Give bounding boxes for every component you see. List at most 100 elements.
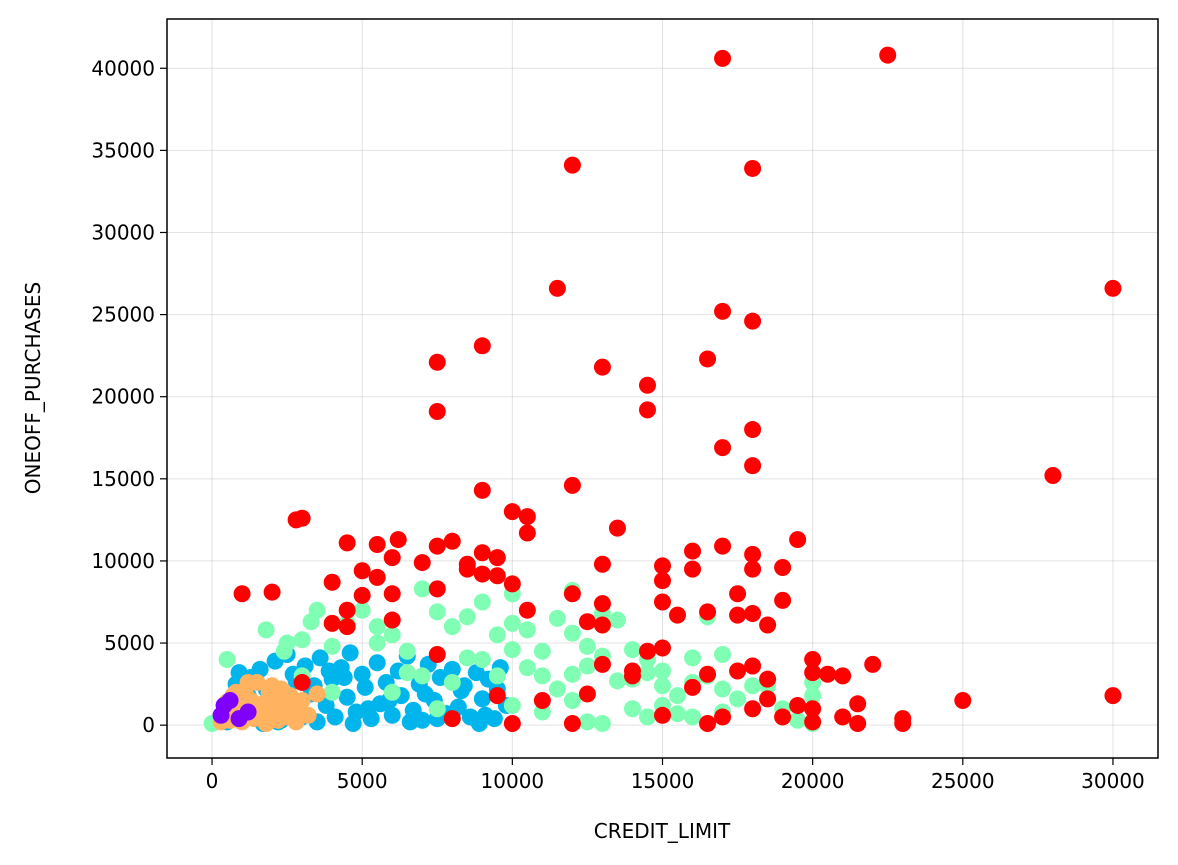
data-point — [323, 637, 341, 655]
data-point — [293, 673, 311, 691]
data-point — [954, 692, 972, 710]
data-point — [293, 509, 311, 527]
x-tick-label: 10000 — [481, 769, 545, 793]
data-point — [654, 572, 671, 590]
data-point — [563, 715, 581, 733]
y-tick-label: 15000 — [91, 467, 155, 491]
y-tick-label: 25000 — [91, 303, 155, 327]
data-point — [368, 568, 386, 586]
data-point — [819, 665, 837, 683]
data-point — [239, 673, 257, 691]
data-point — [744, 560, 762, 578]
data-point — [488, 567, 506, 585]
data-point — [714, 708, 732, 726]
data-point — [548, 609, 566, 627]
data-point — [443, 710, 461, 728]
y-axis-title: ONEOFF_PURCHASES — [21, 282, 45, 494]
data-point — [317, 696, 335, 714]
data-point — [428, 603, 446, 621]
data-point — [759, 670, 777, 688]
data-point — [503, 503, 521, 521]
data-point — [299, 706, 317, 724]
data-point — [638, 401, 656, 419]
data-point — [804, 713, 822, 731]
data-point — [834, 708, 852, 726]
data-point — [239, 703, 257, 721]
data-point — [638, 708, 656, 726]
x-tick-label: 15000 — [631, 769, 695, 793]
data-point — [428, 537, 446, 555]
data-point — [744, 545, 762, 563]
data-point — [578, 713, 596, 731]
x-tick-label: 30000 — [1081, 769, 1145, 793]
data-point — [416, 685, 434, 703]
x-tick-label: 0 — [206, 769, 219, 793]
data-point — [729, 585, 747, 603]
data-point — [473, 650, 491, 668]
data-point — [518, 524, 536, 542]
data-point — [338, 618, 356, 636]
data-point — [834, 667, 852, 685]
data-point — [263, 677, 281, 695]
data-point — [353, 586, 371, 604]
data-point — [1044, 467, 1062, 485]
data-point — [578, 613, 596, 631]
data-point — [744, 604, 762, 622]
series-4 — [233, 46, 1122, 733]
data-point — [218, 650, 236, 668]
data-point — [654, 677, 671, 695]
data-point — [638, 664, 656, 682]
data-point — [338, 534, 356, 552]
data-point — [804, 700, 822, 718]
data-point — [503, 614, 521, 632]
data-point — [389, 531, 407, 549]
data-point — [413, 554, 431, 572]
data-point — [578, 657, 596, 675]
data-point — [714, 302, 732, 320]
data-point — [533, 642, 551, 660]
data-point — [470, 715, 488, 733]
data-point — [714, 680, 732, 698]
y-tick-label: 40000 — [91, 56, 155, 80]
data-point — [1104, 687, 1122, 705]
data-point — [623, 667, 641, 685]
data-point — [849, 715, 867, 733]
data-point — [774, 591, 792, 609]
data-point — [383, 683, 401, 701]
data-point — [503, 641, 521, 659]
data-point — [714, 439, 732, 457]
data-point — [323, 683, 341, 701]
data-point — [699, 350, 717, 368]
data-point — [458, 649, 476, 667]
data-point — [359, 700, 377, 718]
data-point — [623, 641, 641, 659]
x-tick-label: 20000 — [781, 769, 845, 793]
data-point — [638, 376, 656, 394]
data-point — [699, 715, 717, 733]
data-point — [428, 353, 446, 371]
data-point — [473, 690, 491, 708]
data-point — [533, 692, 551, 710]
data-point — [311, 649, 329, 667]
data-point — [744, 421, 762, 439]
data-point — [383, 706, 401, 724]
data-point — [654, 593, 671, 611]
data-point — [578, 685, 596, 703]
data-point — [353, 665, 371, 683]
data-point — [714, 537, 732, 555]
data-point — [684, 542, 702, 560]
y-tick-label: 20000 — [91, 385, 155, 409]
data-point — [849, 695, 867, 713]
data-point — [789, 531, 807, 549]
data-point — [608, 519, 626, 537]
data-point — [443, 618, 461, 636]
data-point — [669, 705, 687, 723]
data-point — [729, 690, 747, 708]
data-point — [518, 659, 536, 677]
data-point — [443, 532, 461, 550]
x-tick-label: 25000 — [931, 769, 995, 793]
data-point — [684, 708, 702, 726]
data-point — [338, 601, 356, 619]
data-point — [335, 669, 353, 687]
data-point — [684, 560, 702, 578]
